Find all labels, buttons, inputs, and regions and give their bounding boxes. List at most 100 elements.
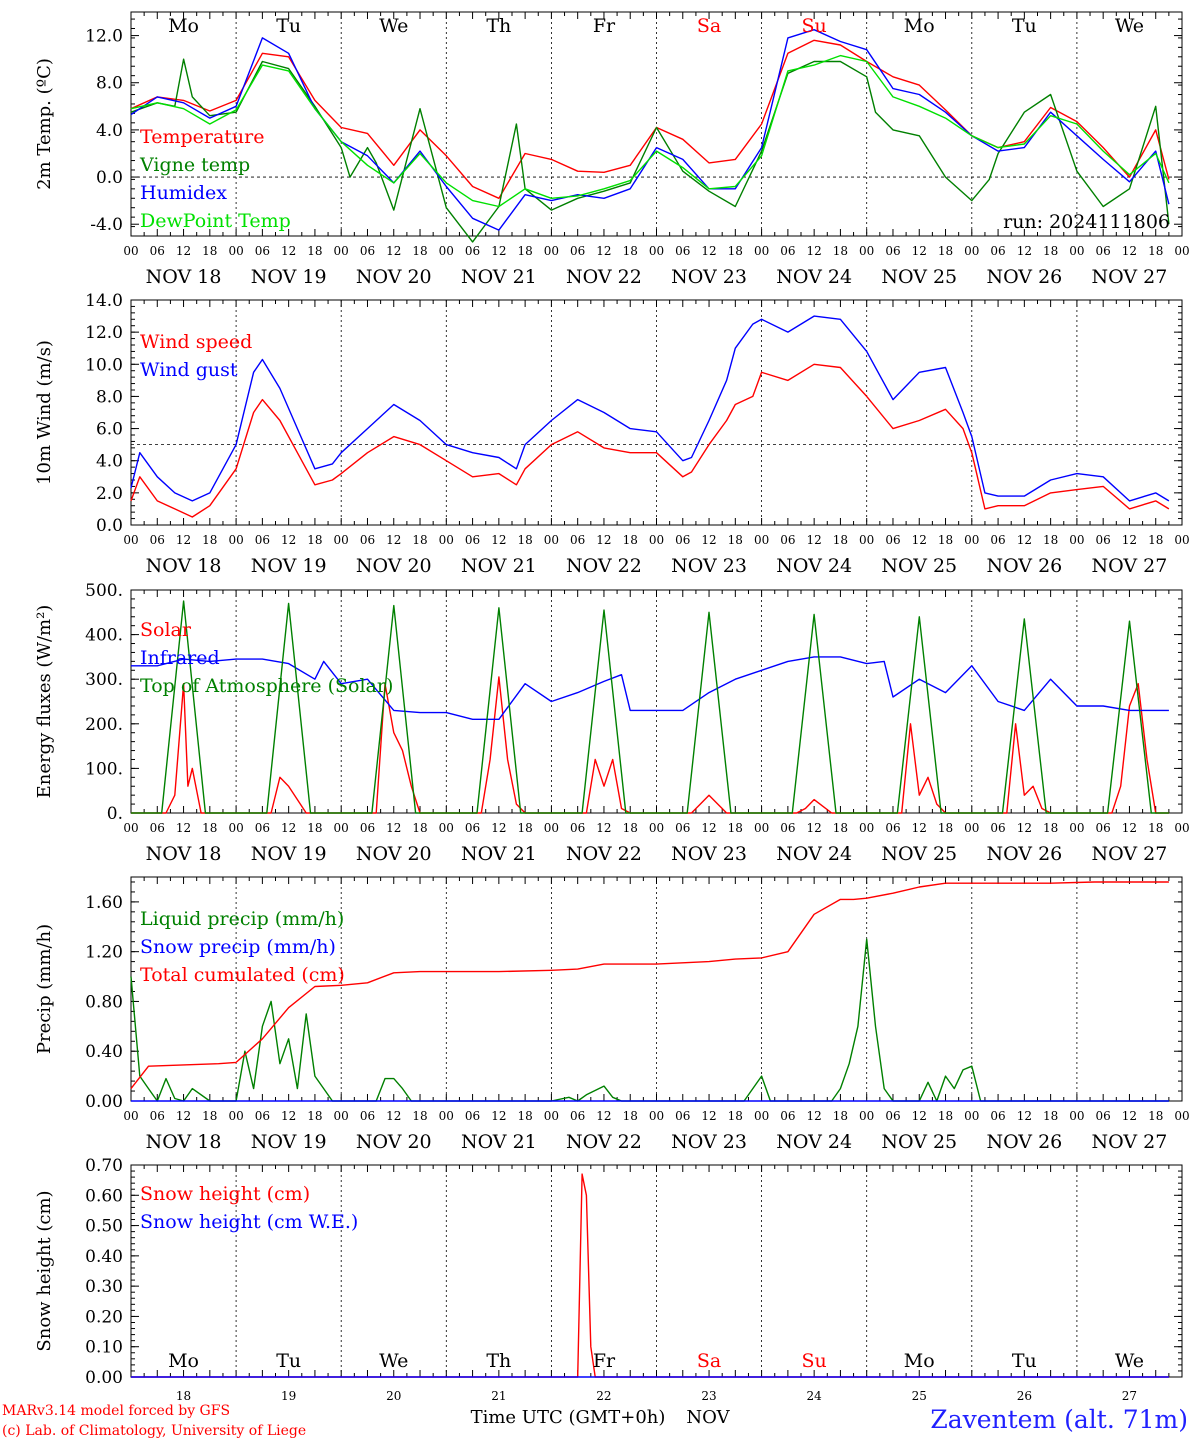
hour-label: 18 xyxy=(517,821,532,835)
day-of-week-label: Mo xyxy=(904,15,935,37)
y-axis-label: Snow height (cm) xyxy=(34,1190,55,1351)
hour-label: 06 xyxy=(465,821,480,835)
hour-label: 18 xyxy=(1043,1109,1058,1123)
hour-label: 00 xyxy=(649,244,664,258)
hour-label: 12 xyxy=(912,533,927,547)
panel-snow xyxy=(130,1164,1183,1378)
hour-label: 06 xyxy=(360,821,375,835)
date-label: NOV 23 xyxy=(671,843,747,865)
hour-label: 00 xyxy=(334,533,349,547)
series-temp-2 xyxy=(130,29,1170,231)
date-label: NOV 19 xyxy=(251,843,327,865)
hour-label: 00 xyxy=(754,821,769,835)
hour-label: 06 xyxy=(150,244,165,258)
date-label: NOV 24 xyxy=(776,266,852,288)
date-label: NOV 25 xyxy=(881,843,957,865)
hour-label: 06 xyxy=(990,1109,1005,1123)
hour-label: 00 xyxy=(123,533,138,547)
date-label: NOV 22 xyxy=(566,555,642,577)
hour-label: 00 xyxy=(649,1109,664,1123)
hour-label: 00 xyxy=(1174,244,1189,258)
hour-label: 18 xyxy=(1148,821,1163,835)
date-label: NOV 25 xyxy=(881,555,957,577)
hour-label: 06 xyxy=(255,821,270,835)
hour-label: 06 xyxy=(255,1109,270,1123)
day-of-week-label: Th xyxy=(486,15,511,37)
day-of-week-label: Tu xyxy=(1012,1350,1037,1372)
y-tick-label: 14.0 xyxy=(85,291,123,311)
hour-label: 18 xyxy=(412,244,427,258)
hour-label: 00 xyxy=(859,1109,874,1123)
y-tick-label: 0.00 xyxy=(85,1368,123,1388)
legend-item: Temperature xyxy=(140,126,264,148)
date-label: NOV 20 xyxy=(356,266,432,288)
hour-label: 00 xyxy=(123,1109,138,1123)
hour-label: 00 xyxy=(1174,1109,1189,1123)
day-number-label: 22 xyxy=(596,1389,611,1403)
hour-label: 12 xyxy=(596,533,611,547)
y-tick-label: 100. xyxy=(85,759,123,779)
day-of-week-label: Tu xyxy=(1012,15,1037,37)
hour-label: 00 xyxy=(754,533,769,547)
hour-label: 00 xyxy=(859,244,874,258)
hour-label: 06 xyxy=(990,244,1005,258)
y-axis-label: Energy fluxes (W/m²) xyxy=(34,605,55,799)
hour-label: 06 xyxy=(675,1109,690,1123)
hour-label: 12 xyxy=(1017,1109,1032,1123)
y-tick-label: 500. xyxy=(85,581,123,601)
y-tick-label: 0.40 xyxy=(85,1247,123,1267)
hour-label: 06 xyxy=(150,1109,165,1123)
day-of-week-label: Fr xyxy=(593,15,616,37)
hour-label: 12 xyxy=(701,821,716,835)
y-tick-label: 0.0 xyxy=(96,168,123,188)
date-label: NOV 20 xyxy=(356,1131,432,1153)
day-number-label: 21 xyxy=(491,1389,506,1403)
hour-label: 18 xyxy=(1148,1109,1163,1123)
legend-item: Top of Atmosphere (Solar) xyxy=(140,675,393,697)
y-tick-label: 0.80 xyxy=(85,992,123,1012)
hour-label: 06 xyxy=(570,244,585,258)
date-label: NOV 19 xyxy=(251,555,327,577)
series-temp-1 xyxy=(130,58,1170,243)
hour-label: 12 xyxy=(386,244,401,258)
hour-label: 18 xyxy=(517,533,532,547)
credit-line: (c) Lab. of Climatology, University of L… xyxy=(2,1423,306,1439)
day-number-label: 25 xyxy=(912,1389,927,1403)
hour-label: 00 xyxy=(544,244,559,258)
hour-label: 18 xyxy=(1148,244,1163,258)
hour-label: 00 xyxy=(439,1109,454,1123)
hour-label: 00 xyxy=(859,821,874,835)
hour-label: 12 xyxy=(176,1109,191,1123)
hour-label: 00 xyxy=(228,1109,243,1123)
hour-label: 00 xyxy=(334,1109,349,1123)
hour-label: 06 xyxy=(780,1109,795,1123)
hour-label: 06 xyxy=(885,533,900,547)
hour-label: 18 xyxy=(938,533,953,547)
day-of-week-label: Tu xyxy=(276,1350,301,1372)
y-axis-label: Precip (mm/h) xyxy=(34,924,55,1054)
legend-item: Snow height (cm W.E.) xyxy=(140,1211,358,1233)
panel-wind xyxy=(130,299,1183,526)
date-label: NOV 22 xyxy=(566,1131,642,1153)
legend-item: Solar xyxy=(140,619,192,641)
hour-label: 00 xyxy=(1174,821,1189,835)
hour-label: 18 xyxy=(1043,533,1058,547)
y-tick-label: 12.0 xyxy=(85,323,123,343)
day-of-week-label: We xyxy=(1115,1350,1144,1372)
hour-label: 06 xyxy=(885,821,900,835)
date-label: NOV 18 xyxy=(146,1131,222,1153)
hour-label: 12 xyxy=(491,1109,506,1123)
hour-label: 00 xyxy=(228,821,243,835)
hour-label: 12 xyxy=(1017,533,1032,547)
y-tick-label: 6.0 xyxy=(96,420,123,440)
hour-label: 12 xyxy=(386,533,401,547)
hour-label: 18 xyxy=(202,821,217,835)
date-label: NOV 21 xyxy=(461,843,537,865)
hour-label: 06 xyxy=(780,821,795,835)
hour-label: 06 xyxy=(255,533,270,547)
hour-label: 00 xyxy=(544,533,559,547)
y-tick-label: 1.60 xyxy=(85,893,123,913)
hour-label: 00 xyxy=(1174,533,1189,547)
hour-label: 06 xyxy=(1096,821,1111,835)
hour-label: 12 xyxy=(281,821,296,835)
